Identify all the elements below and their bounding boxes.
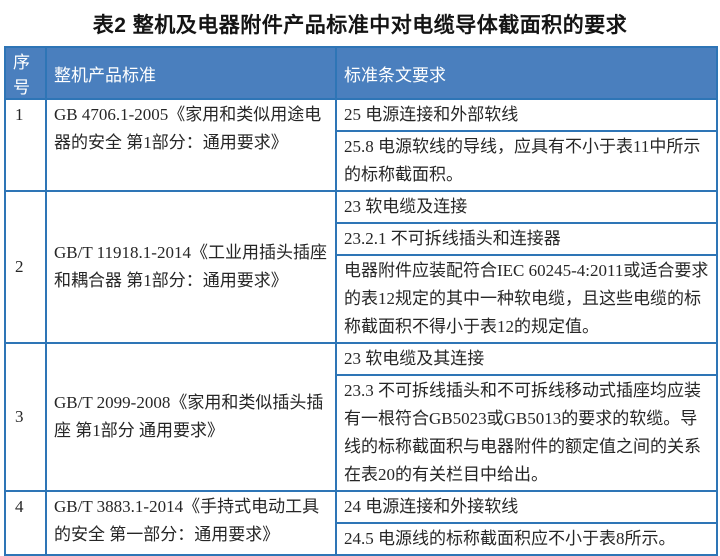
standard-name: GB/T 2099-2008《家用和类似插头插座 第1部分 通用要求》 [45, 342, 337, 492]
requirement-text: 23.3 不可拆线插头和不可拆线移动式插座均应装有一根符合GB5023或GB50… [335, 374, 718, 492]
table-row: 1 GB 4706.1-2005《家用和类似用途电器的安全 第1部分：通用要求》… [4, 98, 718, 192]
table-row: 25.8 电源软线的导线，应具有不小于表11中所示的标称截面积。 [5, 130, 718, 192]
row-number: 3 [4, 342, 47, 492]
table-row: 23.3 不可拆线插头和不可拆线移动式插座均应装有一根符合GB5023或GB50… [5, 374, 718, 492]
requirement-text: 23 软电缆及连接 [335, 190, 718, 224]
column-header-serial: 序号 [4, 46, 47, 100]
requirement-text: 23 软电缆及其连接 [335, 342, 718, 376]
requirement-text: 电器附件应装配符合IEC 60245-4:2011或适合要求的表12规定的其中一… [335, 254, 718, 344]
header-row: 序号 整机产品标准 标准条文要求 [4, 46, 718, 100]
table-row: 4 GB/T 3883.1-2014《手持式电动工具的安全 第一部分：通用要求》… [4, 490, 718, 556]
table-row: 2 GB/T 11918.1-2014《工业用插头插座和耦合器 第1部分：通用要… [4, 190, 718, 344]
standard-name: GB/T 11918.1-2014《工业用插头插座和耦合器 第1部分：通用要求》 [45, 190, 337, 344]
column-header-requirement: 标准条文要求 [335, 46, 718, 100]
document-page: 表2 整机及电器附件产品标准中对电缆导体截面积的要求 序号 整机产品标准 标准条… [4, 14, 718, 556]
requirement-text: 24 电源连接和外接软线 [335, 490, 718, 524]
standard-name: GB 4706.1-2005《家用和类似用途电器的安全 第1部分：通用要求》 [45, 98, 337, 192]
requirement-text: 25 电源连接和外部软线 [335, 98, 718, 132]
table-row: 3 GB/T 2099-2008《家用和类似插头插座 第1部分 通用要求》 23… [4, 342, 718, 492]
column-header-standard: 整机产品标准 [45, 46, 337, 100]
requirement-text: 25.8 电源软线的导线，应具有不小于表11中所示的标称截面积。 [335, 130, 718, 192]
requirements-table: 序号 整机产品标准 标准条文要求 1 GB 4706.1-2005《家用和类似用… [4, 46, 718, 556]
table-row: 23.2.1 不可拆线插头和连接器 [5, 222, 718, 256]
requirement-text: 24.5 电源线的标称截面积应不小于表8所示。 [335, 522, 718, 556]
standard-name: GB/T 3883.1-2014《手持式电动工具的安全 第一部分：通用要求》 [45, 490, 337, 556]
row-number: 2 [4, 190, 47, 344]
requirement-text: 23.2.1 不可拆线插头和连接器 [335, 222, 718, 256]
row-number: 1 [4, 98, 47, 192]
table-title: 表2 整机及电器附件产品标准中对电缆导体截面积的要求 [92, 14, 628, 37]
table-row: 电器附件应装配符合IEC 60245-4:2011或适合要求的表12规定的其中一… [5, 254, 718, 344]
row-number: 4 [4, 490, 47, 556]
